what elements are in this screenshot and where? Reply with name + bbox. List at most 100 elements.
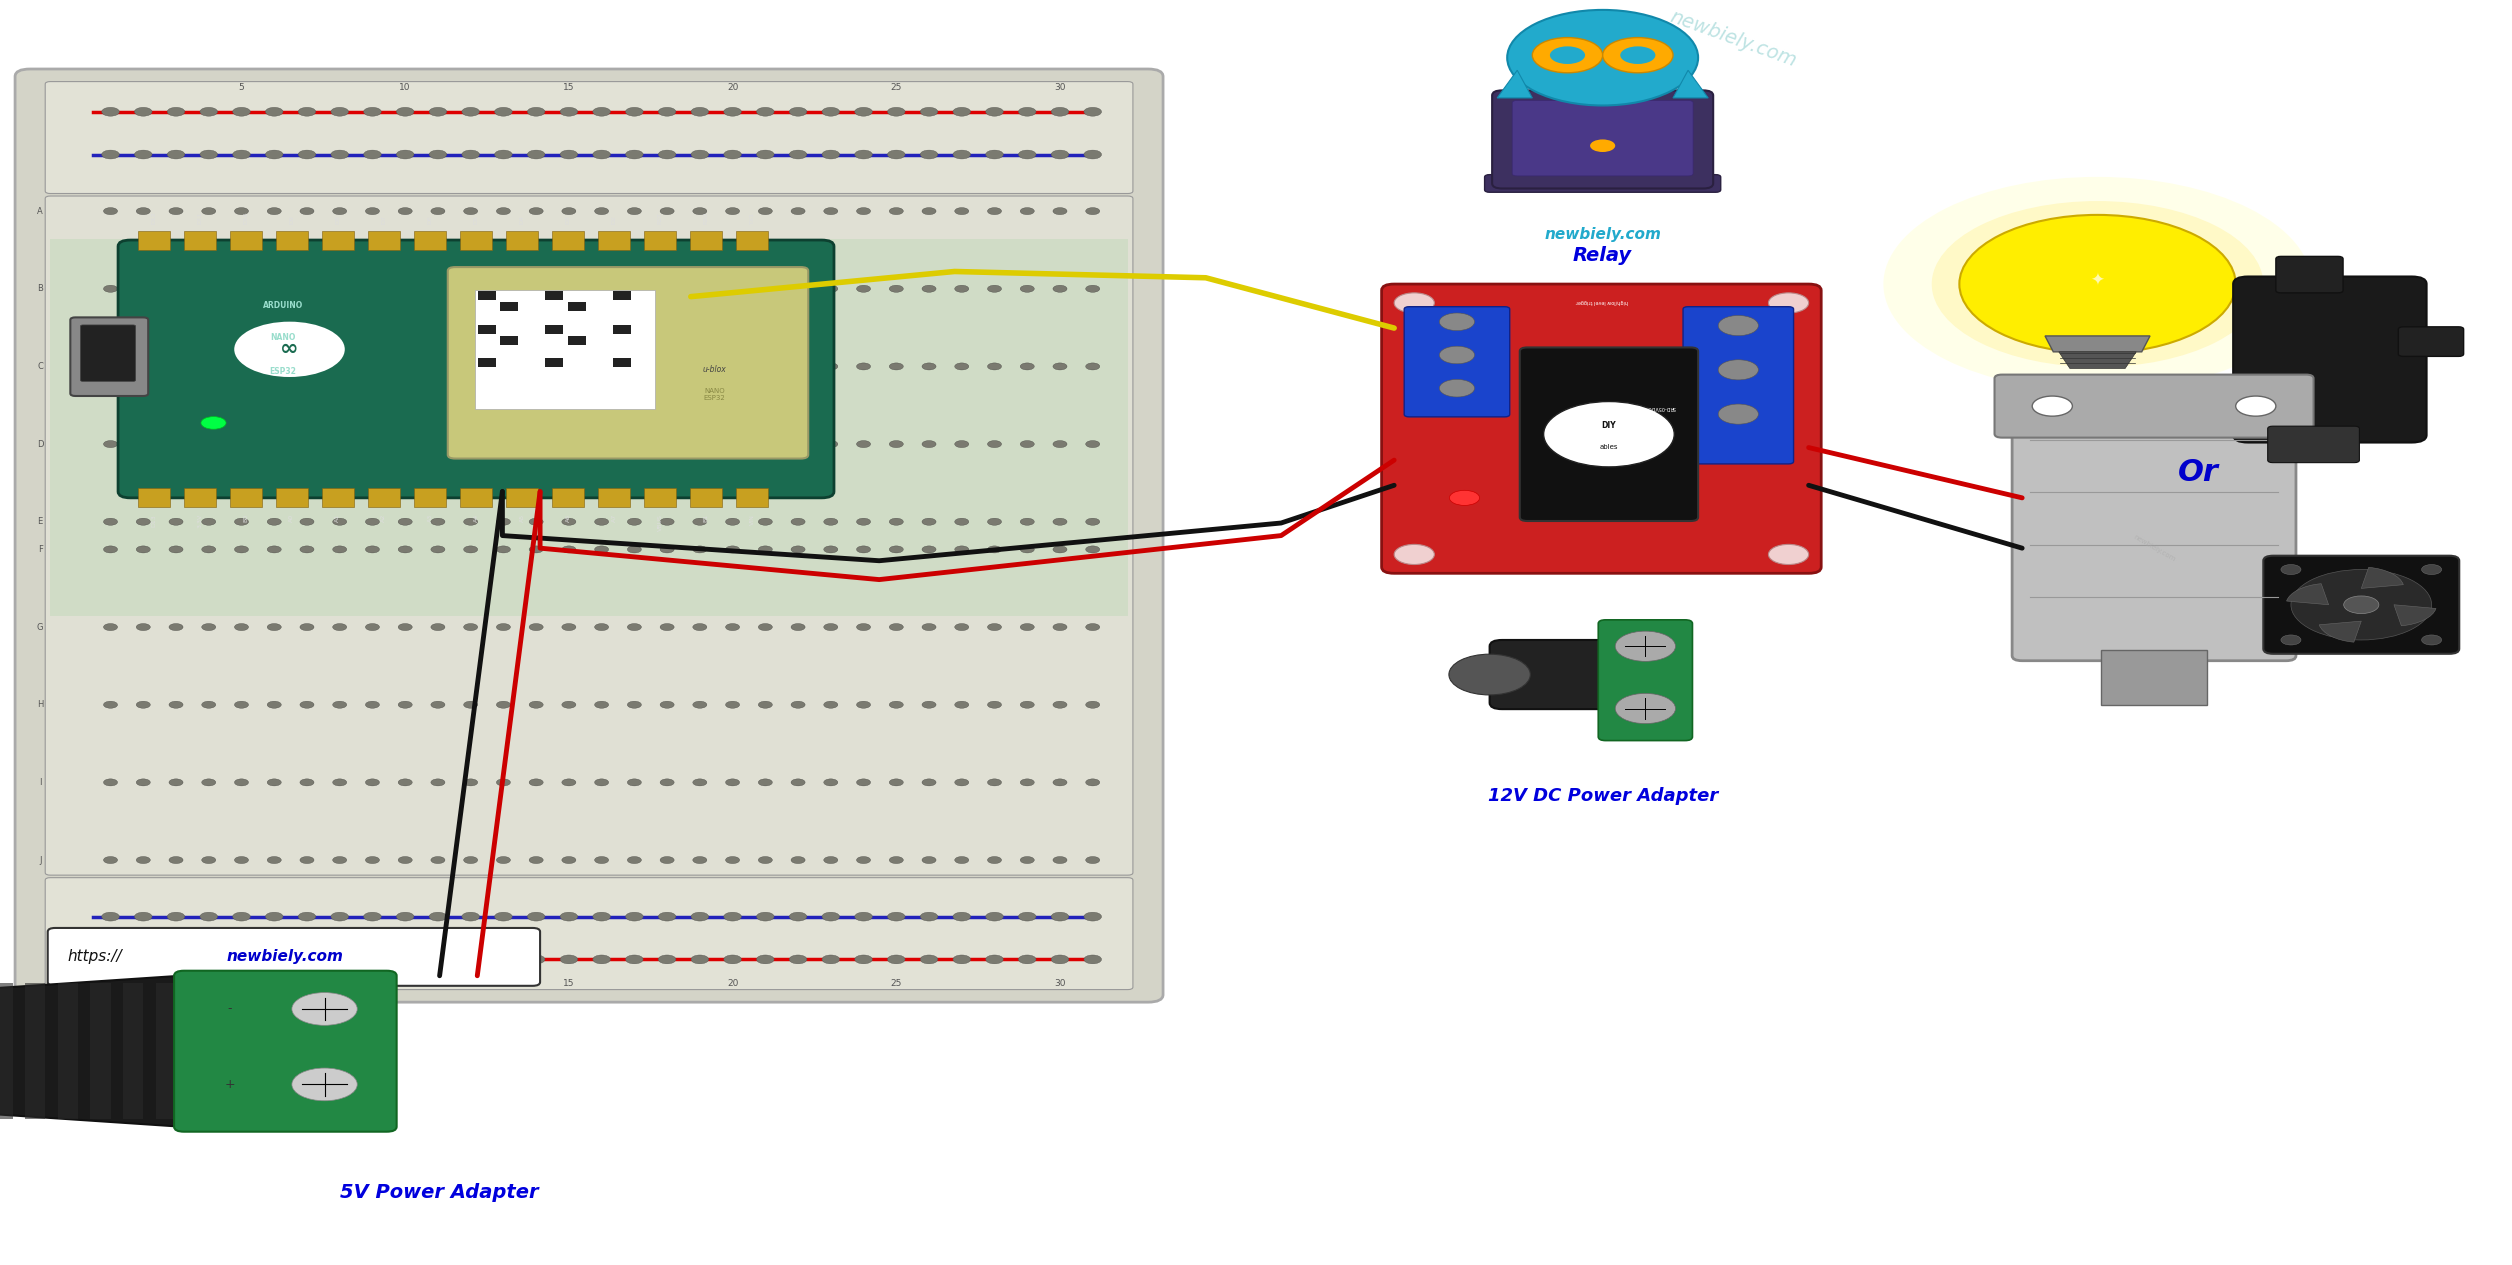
- Bar: [183, 488, 216, 507]
- Circle shape: [465, 285, 477, 292]
- Circle shape: [693, 779, 706, 786]
- Circle shape: [432, 779, 445, 786]
- Circle shape: [201, 285, 216, 292]
- Circle shape: [756, 955, 774, 964]
- Circle shape: [625, 108, 643, 116]
- Circle shape: [495, 955, 512, 964]
- Circle shape: [2422, 635, 2442, 645]
- Circle shape: [661, 363, 673, 369]
- FancyBboxPatch shape: [1485, 175, 1721, 192]
- Circle shape: [759, 856, 771, 864]
- Circle shape: [1718, 404, 1758, 424]
- Circle shape: [497, 701, 510, 708]
- Circle shape: [397, 151, 414, 159]
- Circle shape: [291, 1068, 357, 1101]
- Circle shape: [497, 363, 510, 369]
- Circle shape: [987, 519, 1002, 525]
- Circle shape: [234, 856, 249, 864]
- Circle shape: [2236, 396, 2276, 416]
- Circle shape: [1439, 380, 1475, 397]
- Circle shape: [628, 624, 641, 630]
- Circle shape: [136, 701, 151, 708]
- Circle shape: [691, 912, 708, 921]
- Circle shape: [1959, 215, 2236, 353]
- Text: ables: ables: [1600, 444, 1618, 450]
- Circle shape: [2032, 396, 2072, 416]
- Circle shape: [987, 285, 1002, 292]
- Circle shape: [299, 856, 314, 864]
- Circle shape: [266, 285, 281, 292]
- Circle shape: [1020, 363, 1035, 369]
- Circle shape: [595, 285, 608, 292]
- Circle shape: [1615, 631, 1676, 662]
- Circle shape: [136, 779, 151, 786]
- Circle shape: [955, 546, 970, 553]
- Circle shape: [759, 285, 771, 292]
- Text: ARDUINO: ARDUINO: [261, 301, 304, 310]
- Circle shape: [299, 519, 314, 525]
- Circle shape: [922, 285, 937, 292]
- Text: A3: A3: [427, 514, 432, 522]
- Circle shape: [1394, 544, 1434, 564]
- Text: 20: 20: [726, 979, 739, 988]
- Polygon shape: [1673, 71, 1708, 97]
- Bar: [598, 231, 631, 250]
- Circle shape: [919, 912, 937, 921]
- Circle shape: [332, 207, 347, 215]
- Circle shape: [201, 701, 216, 708]
- Circle shape: [266, 701, 281, 708]
- Circle shape: [465, 701, 477, 708]
- Circle shape: [985, 108, 1002, 116]
- Circle shape: [628, 779, 641, 786]
- Circle shape: [887, 955, 904, 964]
- Circle shape: [759, 363, 771, 369]
- Text: D5: D5: [475, 215, 477, 224]
- Bar: [367, 488, 399, 507]
- Text: 25: 25: [892, 82, 902, 92]
- Circle shape: [462, 912, 480, 921]
- Bar: [475, 290, 656, 410]
- Circle shape: [201, 416, 226, 429]
- Circle shape: [1020, 779, 1035, 786]
- Circle shape: [789, 955, 806, 964]
- Circle shape: [430, 912, 447, 921]
- Circle shape: [497, 624, 510, 630]
- Circle shape: [168, 108, 186, 116]
- Bar: [138, 488, 171, 507]
- Circle shape: [595, 207, 608, 215]
- Circle shape: [1449, 654, 1530, 694]
- Text: 25: 25: [892, 979, 902, 988]
- Text: Or: Or: [2178, 458, 2218, 487]
- Circle shape: [432, 546, 445, 553]
- Circle shape: [234, 321, 344, 377]
- Circle shape: [693, 363, 706, 369]
- Circle shape: [495, 912, 512, 921]
- Circle shape: [136, 546, 151, 553]
- Circle shape: [234, 207, 249, 215]
- Circle shape: [364, 363, 379, 369]
- Circle shape: [987, 779, 1002, 786]
- Circle shape: [497, 285, 510, 292]
- Circle shape: [364, 912, 382, 921]
- Circle shape: [693, 624, 706, 630]
- Circle shape: [201, 108, 219, 116]
- Circle shape: [397, 701, 412, 708]
- Circle shape: [759, 701, 771, 708]
- Circle shape: [299, 207, 314, 215]
- Bar: [545, 358, 563, 367]
- Circle shape: [364, 151, 382, 159]
- Circle shape: [987, 363, 1002, 369]
- Circle shape: [266, 440, 281, 448]
- Circle shape: [332, 440, 347, 448]
- Circle shape: [234, 546, 249, 553]
- Circle shape: [100, 955, 118, 964]
- Circle shape: [136, 285, 151, 292]
- FancyBboxPatch shape: [1683, 306, 1794, 464]
- Bar: [691, 231, 723, 250]
- Circle shape: [234, 912, 251, 921]
- Circle shape: [889, 440, 904, 448]
- FancyBboxPatch shape: [1404, 306, 1510, 417]
- Circle shape: [1050, 108, 1068, 116]
- Circle shape: [821, 151, 839, 159]
- Circle shape: [857, 363, 872, 369]
